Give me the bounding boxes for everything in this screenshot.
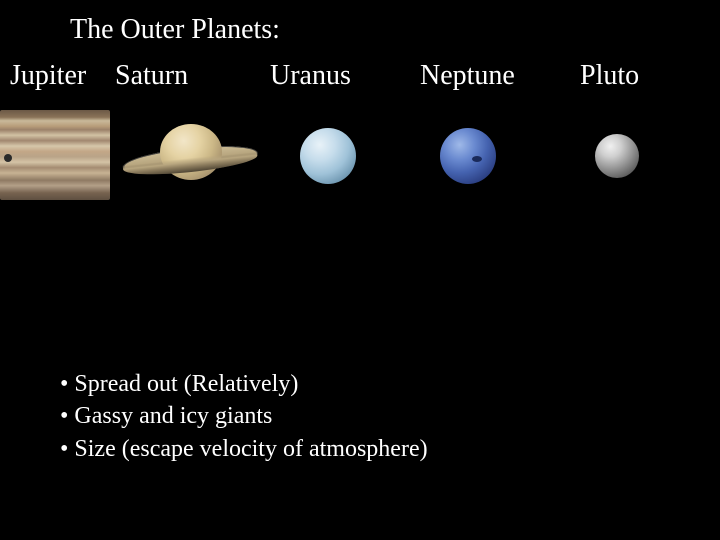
bullet-2: • Gassy and icy giants — [60, 400, 428, 432]
label-uranus: Uranus — [270, 60, 351, 92]
neptune-icon — [440, 128, 496, 184]
label-jupiter: Jupiter — [10, 60, 86, 92]
label-pluto: Pluto — [580, 60, 639, 92]
jupiter-icon — [0, 110, 110, 200]
label-neptune: Neptune — [420, 60, 515, 92]
bullet-3: • Size (escape velocity of atmosphere) — [60, 433, 428, 465]
bullet-list: • Spread out (Relatively) • Gassy and ic… — [60, 368, 428, 465]
label-saturn: Saturn — [115, 60, 188, 92]
uranus-icon — [300, 128, 356, 184]
slide-title: The Outer Planets: — [70, 14, 280, 46]
pluto-icon — [595, 134, 639, 178]
planets-row — [0, 110, 720, 230]
bullet-1: • Spread out (Relatively) — [60, 368, 428, 400]
saturn-icon — [115, 110, 265, 200]
